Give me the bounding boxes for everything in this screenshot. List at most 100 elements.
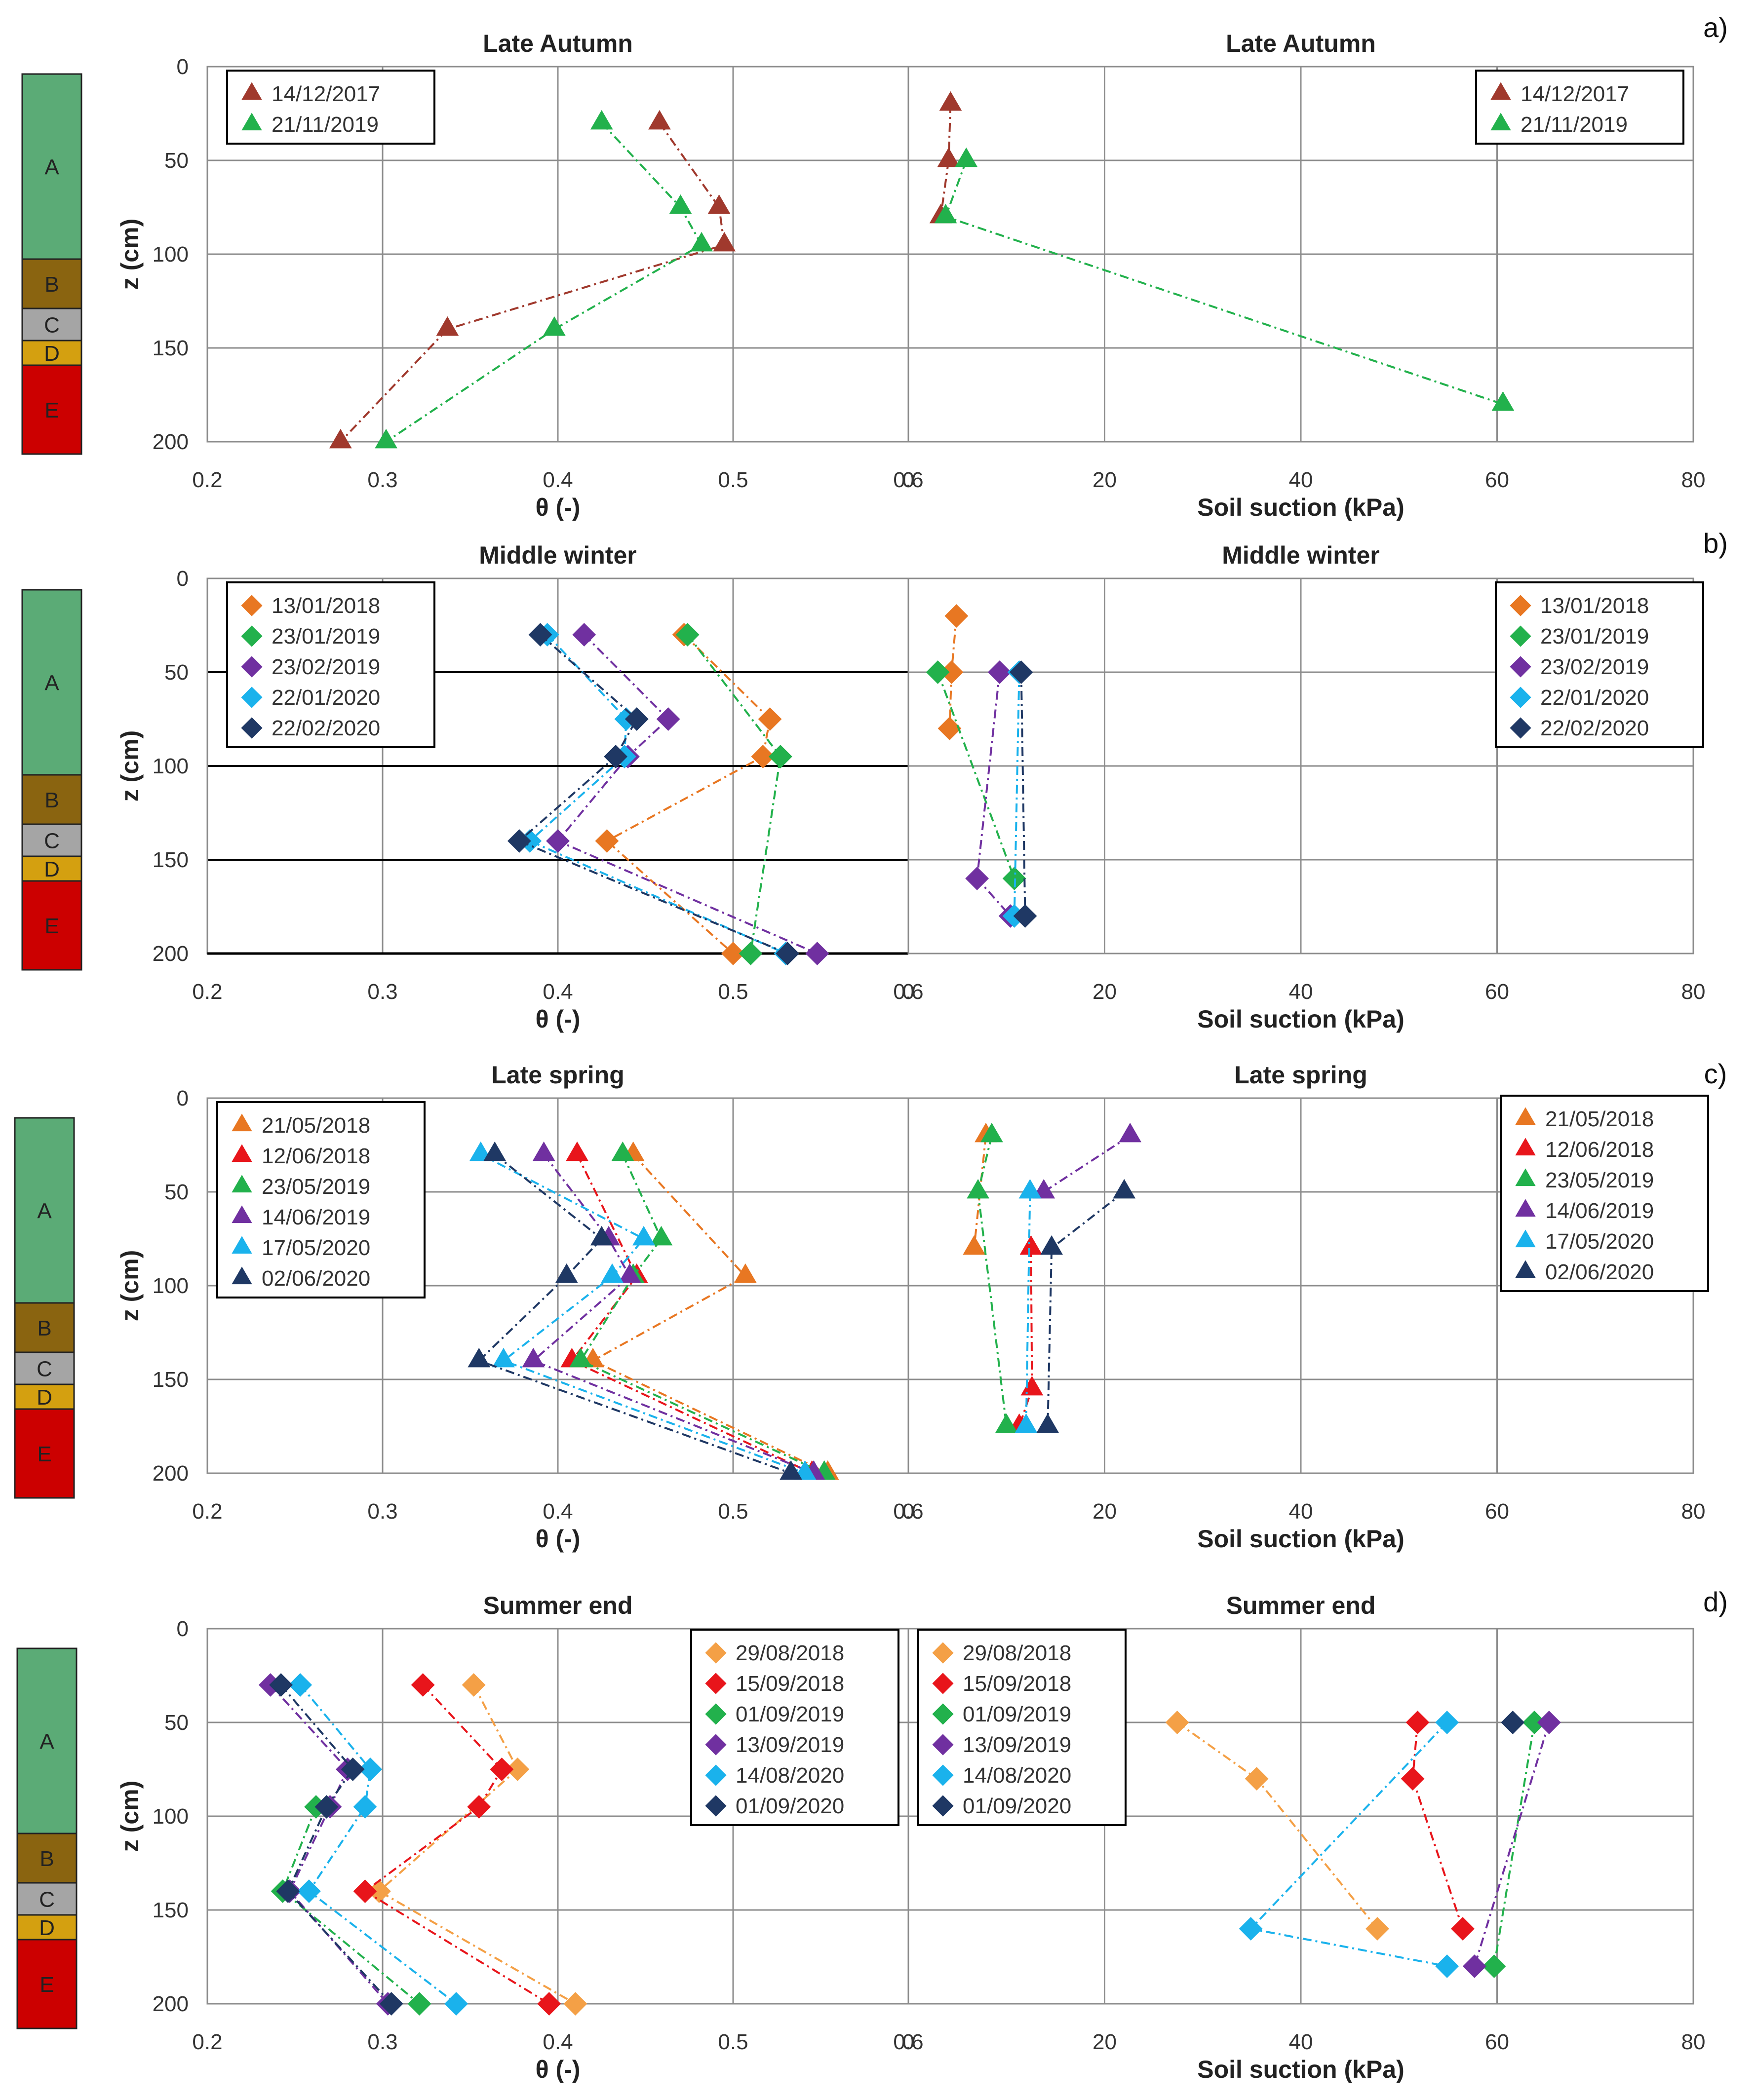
data-point	[734, 1263, 757, 1283]
soil-profile-column: A BCD E	[21, 589, 82, 971]
legend-marker	[1490, 113, 1511, 131]
data-point	[1435, 1954, 1459, 1978]
data-point	[624, 707, 649, 731]
chart-title: Late Autumn	[483, 30, 633, 57]
data-point	[407, 1992, 431, 2016]
data-point	[483, 1141, 507, 1161]
data-point	[967, 1179, 989, 1199]
data-point	[572, 623, 596, 647]
legend-box	[216, 1101, 426, 1298]
series-line	[377, 1684, 576, 2005]
series-line	[556, 634, 818, 955]
legend-label: 29/08/2018	[736, 1641, 844, 1665]
legend-label: 12/06/2018	[1545, 1138, 1654, 1162]
x-tick-label: 0.4	[543, 2030, 573, 2054]
y-tick-label: 200	[153, 1992, 189, 2016]
x-tick-label: 0.5	[718, 1499, 748, 1524]
chart-title: Late spring	[1234, 1061, 1367, 1089]
data-point	[934, 203, 957, 224]
legend-box	[1495, 581, 1704, 748]
legend-label: 14/12/2017	[1521, 82, 1629, 106]
chart-title: Summer end	[1226, 1592, 1376, 1619]
data-point	[1482, 1954, 1506, 1978]
legend-marker	[705, 1764, 727, 1786]
x-tick-label: 80	[1681, 980, 1706, 1004]
legend-marker	[241, 595, 263, 616]
data-point	[1119, 1122, 1142, 1143]
data-point	[1451, 1917, 1475, 1941]
panel-letter: b)	[1703, 528, 1728, 559]
x-tick-label: 0.3	[367, 468, 397, 492]
x-tick-label: 0.3	[367, 980, 397, 1004]
soil-layer-c	[21, 307, 82, 342]
legend: 14/12/2017 21/11/2019	[1475, 70, 1684, 145]
legend-label: 13/01/2018	[1540, 594, 1649, 618]
data-point	[1015, 1413, 1038, 1433]
chart-title: Middle winter	[1222, 541, 1379, 569]
panel-letter: d)	[1703, 1586, 1728, 1617]
plot-frame	[907, 577, 1694, 955]
soil-layer-label: C	[37, 1357, 52, 1381]
legend: 13/01/2018 23/01/2019 23/02/2019 22/01/2020…	[1495, 581, 1704, 748]
chart-b-suction: 0 20 40 60 80 Soil suction (kPa) Middle winter…	[902, 541, 1706, 1033]
data-point	[543, 316, 566, 336]
soil-profile-column: A BCD E	[14, 1117, 75, 1499]
data-point	[1245, 1767, 1269, 1791]
legend-label: 23/02/2019	[272, 655, 380, 679]
data-point	[595, 829, 619, 853]
data-point	[690, 231, 713, 252]
legend-label: 17/05/2020	[1545, 1229, 1654, 1254]
legend-label: 15/09/2018	[736, 1672, 844, 1696]
soil-layer-e	[21, 364, 82, 455]
y-tick-label: 0	[177, 1086, 189, 1110]
data-point	[793, 1460, 817, 1480]
legend-label: 22/02/2020	[1540, 716, 1649, 740]
x-tick-label: 60	[1485, 1499, 1509, 1524]
data-point	[987, 660, 1012, 684]
series-line	[937, 672, 1015, 879]
data-point	[507, 829, 531, 853]
legend-marker	[932, 1673, 954, 1694]
data-point	[353, 1879, 377, 1903]
data-point	[1009, 660, 1033, 684]
data-point	[1501, 1711, 1525, 1734]
legend-marker	[1510, 595, 1531, 616]
data-point	[1036, 1413, 1059, 1433]
y-tick-label: 200	[153, 1461, 189, 1486]
y-tick-label: 150	[153, 336, 189, 360]
legend-marker	[1515, 1138, 1536, 1156]
soil-layer-label: B	[44, 788, 59, 812]
x-tick-label: 0.4	[543, 980, 573, 1004]
soil-layer-b	[16, 1833, 78, 1884]
series-line	[1176, 1721, 1378, 1930]
series-line	[1493, 1722, 1535, 1967]
legend-label: 21/05/2018	[262, 1113, 370, 1138]
x-tick-label: 40	[1289, 2030, 1313, 2054]
legend-label: 21/11/2019	[1521, 113, 1628, 137]
data-point	[468, 1347, 491, 1368]
series-line	[270, 1684, 389, 2005]
y-tick-label: 200	[153, 430, 189, 454]
legend-marker	[232, 1236, 252, 1254]
x-tick-label: 0.4	[543, 1499, 573, 1524]
legend-label: 14/06/2019	[1545, 1199, 1654, 1223]
x-axis-title: θ (-)	[536, 1005, 581, 1033]
legend-label: 01/09/2019	[963, 1702, 1071, 1726]
series-line	[1025, 1191, 1031, 1427]
chart-title: Late spring	[491, 1061, 624, 1089]
series-line	[1411, 1722, 1464, 1929]
soil-layer-label: C	[44, 829, 60, 853]
legend-label: 23/05/2019	[262, 1175, 370, 1199]
legend: 13/01/2018 23/01/2019 23/02/2019 22/01/2020…	[226, 581, 435, 748]
legend-marker	[1510, 656, 1531, 678]
soil-layer-label: E	[39, 1973, 54, 1997]
x-axis-title: Soil suction (kPa)	[1197, 1525, 1405, 1553]
data-point	[276, 1879, 300, 1903]
series-line	[477, 1153, 791, 1474]
series-line	[590, 1153, 828, 1474]
x-tick-label: 0.2	[192, 1499, 222, 1524]
